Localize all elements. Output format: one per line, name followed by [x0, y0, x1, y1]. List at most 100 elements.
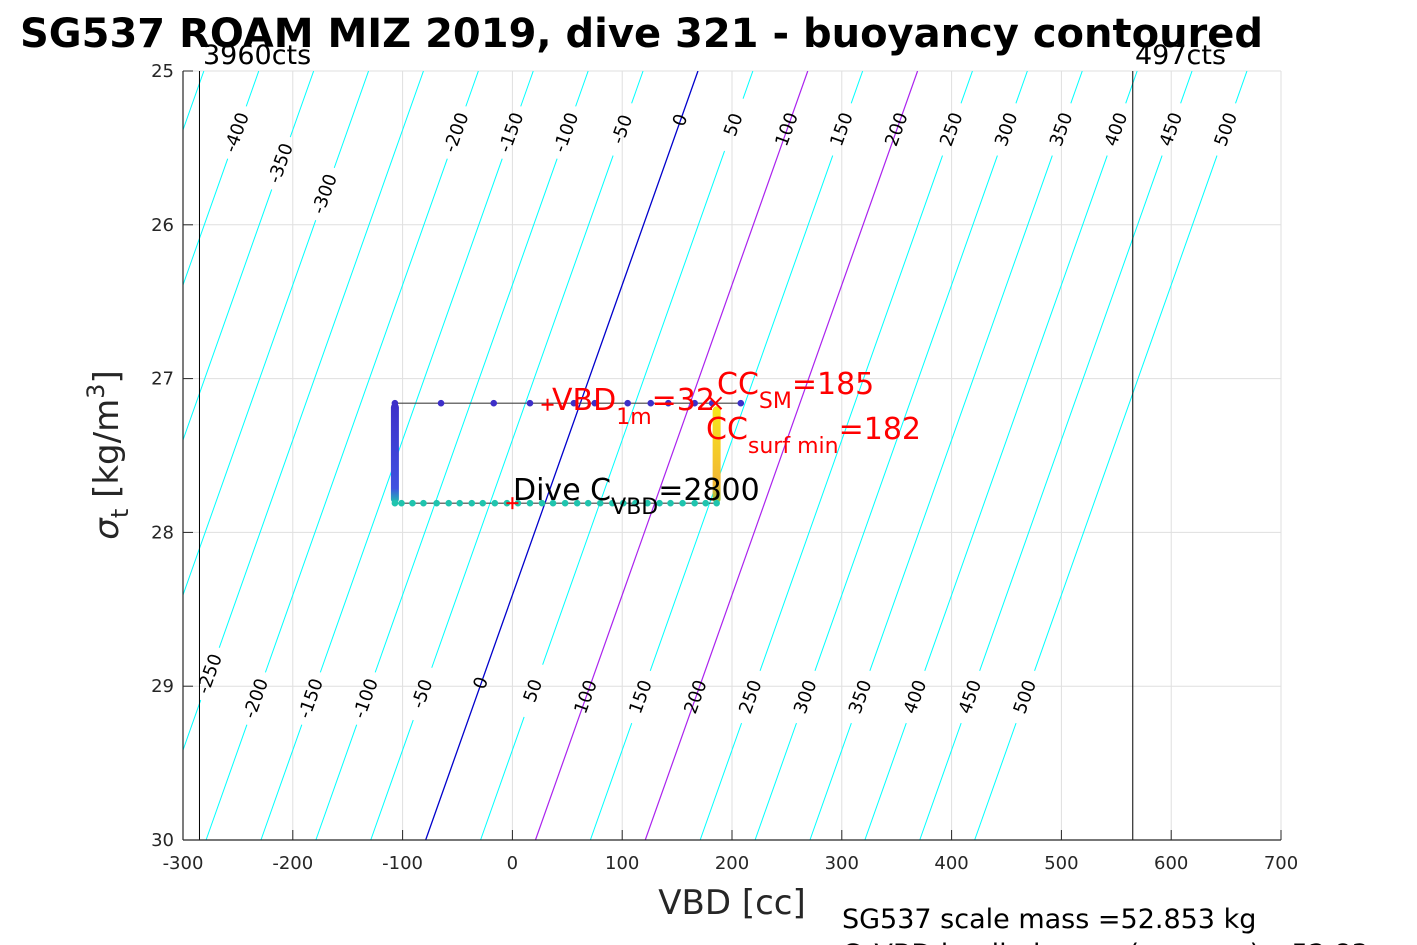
ccsm-main: CC — [717, 367, 759, 402]
contour-line-cyan — [1015, 71, 1028, 104]
contour-line-cyan — [1125, 71, 1138, 104]
descent-point — [737, 399, 745, 407]
descent-point — [490, 399, 498, 407]
y-tick-label: 26 — [151, 215, 174, 236]
contour-line-cyan — [319, 158, 503, 673]
deep-point — [691, 499, 698, 507]
descent-point — [691, 399, 698, 407]
contour-line-cyan — [1180, 71, 1193, 104]
deep-point — [445, 499, 453, 507]
descent-point — [624, 399, 631, 407]
contour-line-cyan — [589, 722, 633, 840]
contour-line-cyan — [960, 71, 973, 104]
y-axis-units: [kg/m — [87, 399, 127, 509]
deep-point — [656, 499, 663, 507]
deep-point — [479, 499, 487, 507]
deep-point — [561, 499, 569, 507]
contour-line-cyan — [850, 71, 864, 104]
deep-point — [549, 499, 557, 507]
y-tick-label: 27 — [151, 369, 174, 390]
y-tick-label: 30 — [151, 830, 174, 851]
contour-line-cyan — [979, 155, 1163, 671]
deep-point — [679, 499, 686, 507]
contour-line-cyan — [333, 71, 370, 169]
contour-line-cyan — [869, 155, 1053, 671]
contour-line-zero — [425, 71, 699, 840]
descent-point — [526, 399, 534, 407]
deep-point — [420, 499, 427, 507]
descent-point — [391, 399, 399, 407]
deep-point — [398, 499, 405, 507]
contour-line-cyan — [809, 722, 852, 840]
contour-line-cyan — [218, 71, 424, 648]
axes: -300 -200 -100 0 100 200 300 400 500 600 700 25 26 27… — [151, 61, 1298, 874]
x-tick-label: 300 — [825, 853, 859, 874]
contour-line-cyan — [315, 724, 358, 840]
deep-point — [596, 499, 604, 507]
deep-point — [644, 499, 651, 507]
grid — [182, 70, 1282, 841]
contour-line-cyan — [264, 158, 448, 673]
chart-title: SG537 ROAM MIZ 2019, dive 321 - buoyancy… — [20, 11, 1263, 57]
x-tick-label: -200 — [272, 853, 313, 874]
y-axis-close: ] — [87, 370, 127, 383]
deep-point — [538, 499, 546, 507]
contour-line-cyan — [649, 155, 834, 671]
descent-point — [591, 399, 599, 407]
y-axis-label: σt [kg/m3] — [82, 370, 134, 539]
deep-point — [619, 499, 627, 507]
annotation-dive-c-vbd: Dive CVBD=2800 — [513, 473, 760, 520]
divec-value: =2800 — [658, 473, 759, 508]
ccsurf-sub: surf min — [748, 434, 839, 459]
contour-line-cyan — [1070, 71, 1083, 104]
descent-point — [437, 399, 445, 407]
x-tick-label: 400 — [934, 853, 968, 874]
contour-line-cyan — [1235, 71, 1248, 104]
y-tick-label: 25 — [151, 61, 174, 82]
contour-line-cyan — [370, 719, 414, 840]
deep-point — [526, 499, 534, 507]
contour-line-cyan — [864, 722, 907, 840]
contour-line-magenta — [644, 71, 919, 840]
x-tick-label: 600 — [1154, 853, 1188, 874]
climb-vertical-points — [712, 406, 721, 504]
marker-x-b — [708, 396, 723, 410]
deep-point — [433, 499, 440, 507]
contour-line-cyan — [183, 158, 229, 287]
contour-lines — [183, 71, 1248, 840]
x-axis-label: VBD [cc] — [658, 883, 806, 923]
contour-line-cyan — [919, 722, 962, 840]
divec-main: Dive C — [513, 473, 611, 508]
ccsm-sub: SM — [759, 389, 792, 414]
x-tick-label: -100 — [382, 853, 423, 874]
apogee-vertical-points — [390, 403, 399, 504]
markers — [506, 396, 723, 510]
deep-point — [391, 499, 399, 507]
deep-point — [632, 499, 639, 507]
data-series — [390, 399, 745, 507]
x-tick-label: 500 — [1044, 853, 1078, 874]
contour-line-cyan — [374, 158, 558, 673]
y-axis-sub: t — [106, 509, 134, 518]
x-tick-label: 200 — [715, 853, 749, 874]
vbd1m-value: =32 — [652, 383, 715, 418]
limit-lines — [198, 71, 1134, 840]
limit-label-low: 3960cts — [203, 40, 311, 71]
y-axis-sigma: σ — [87, 517, 127, 540]
y-axis-sup: 3 — [82, 384, 110, 399]
contour-line-cyan — [631, 71, 644, 104]
contour-line-cyan — [520, 71, 534, 107]
deep-point — [713, 499, 720, 507]
x-tick-label: -300 — [163, 853, 204, 874]
contour-line-cyan — [542, 150, 726, 665]
contour-line-cyan — [205, 724, 248, 840]
contour-line-cyan — [924, 155, 1108, 671]
contour-line-cyan — [742, 71, 754, 99]
contour-line-cyan — [759, 155, 943, 671]
deep-point — [409, 499, 416, 507]
contour-line-magenta — [534, 71, 809, 840]
deep-point — [456, 499, 463, 507]
annotation-vbd-1m: VBD1m=32 — [552, 383, 715, 430]
contour-line-cyan — [183, 189, 273, 442]
